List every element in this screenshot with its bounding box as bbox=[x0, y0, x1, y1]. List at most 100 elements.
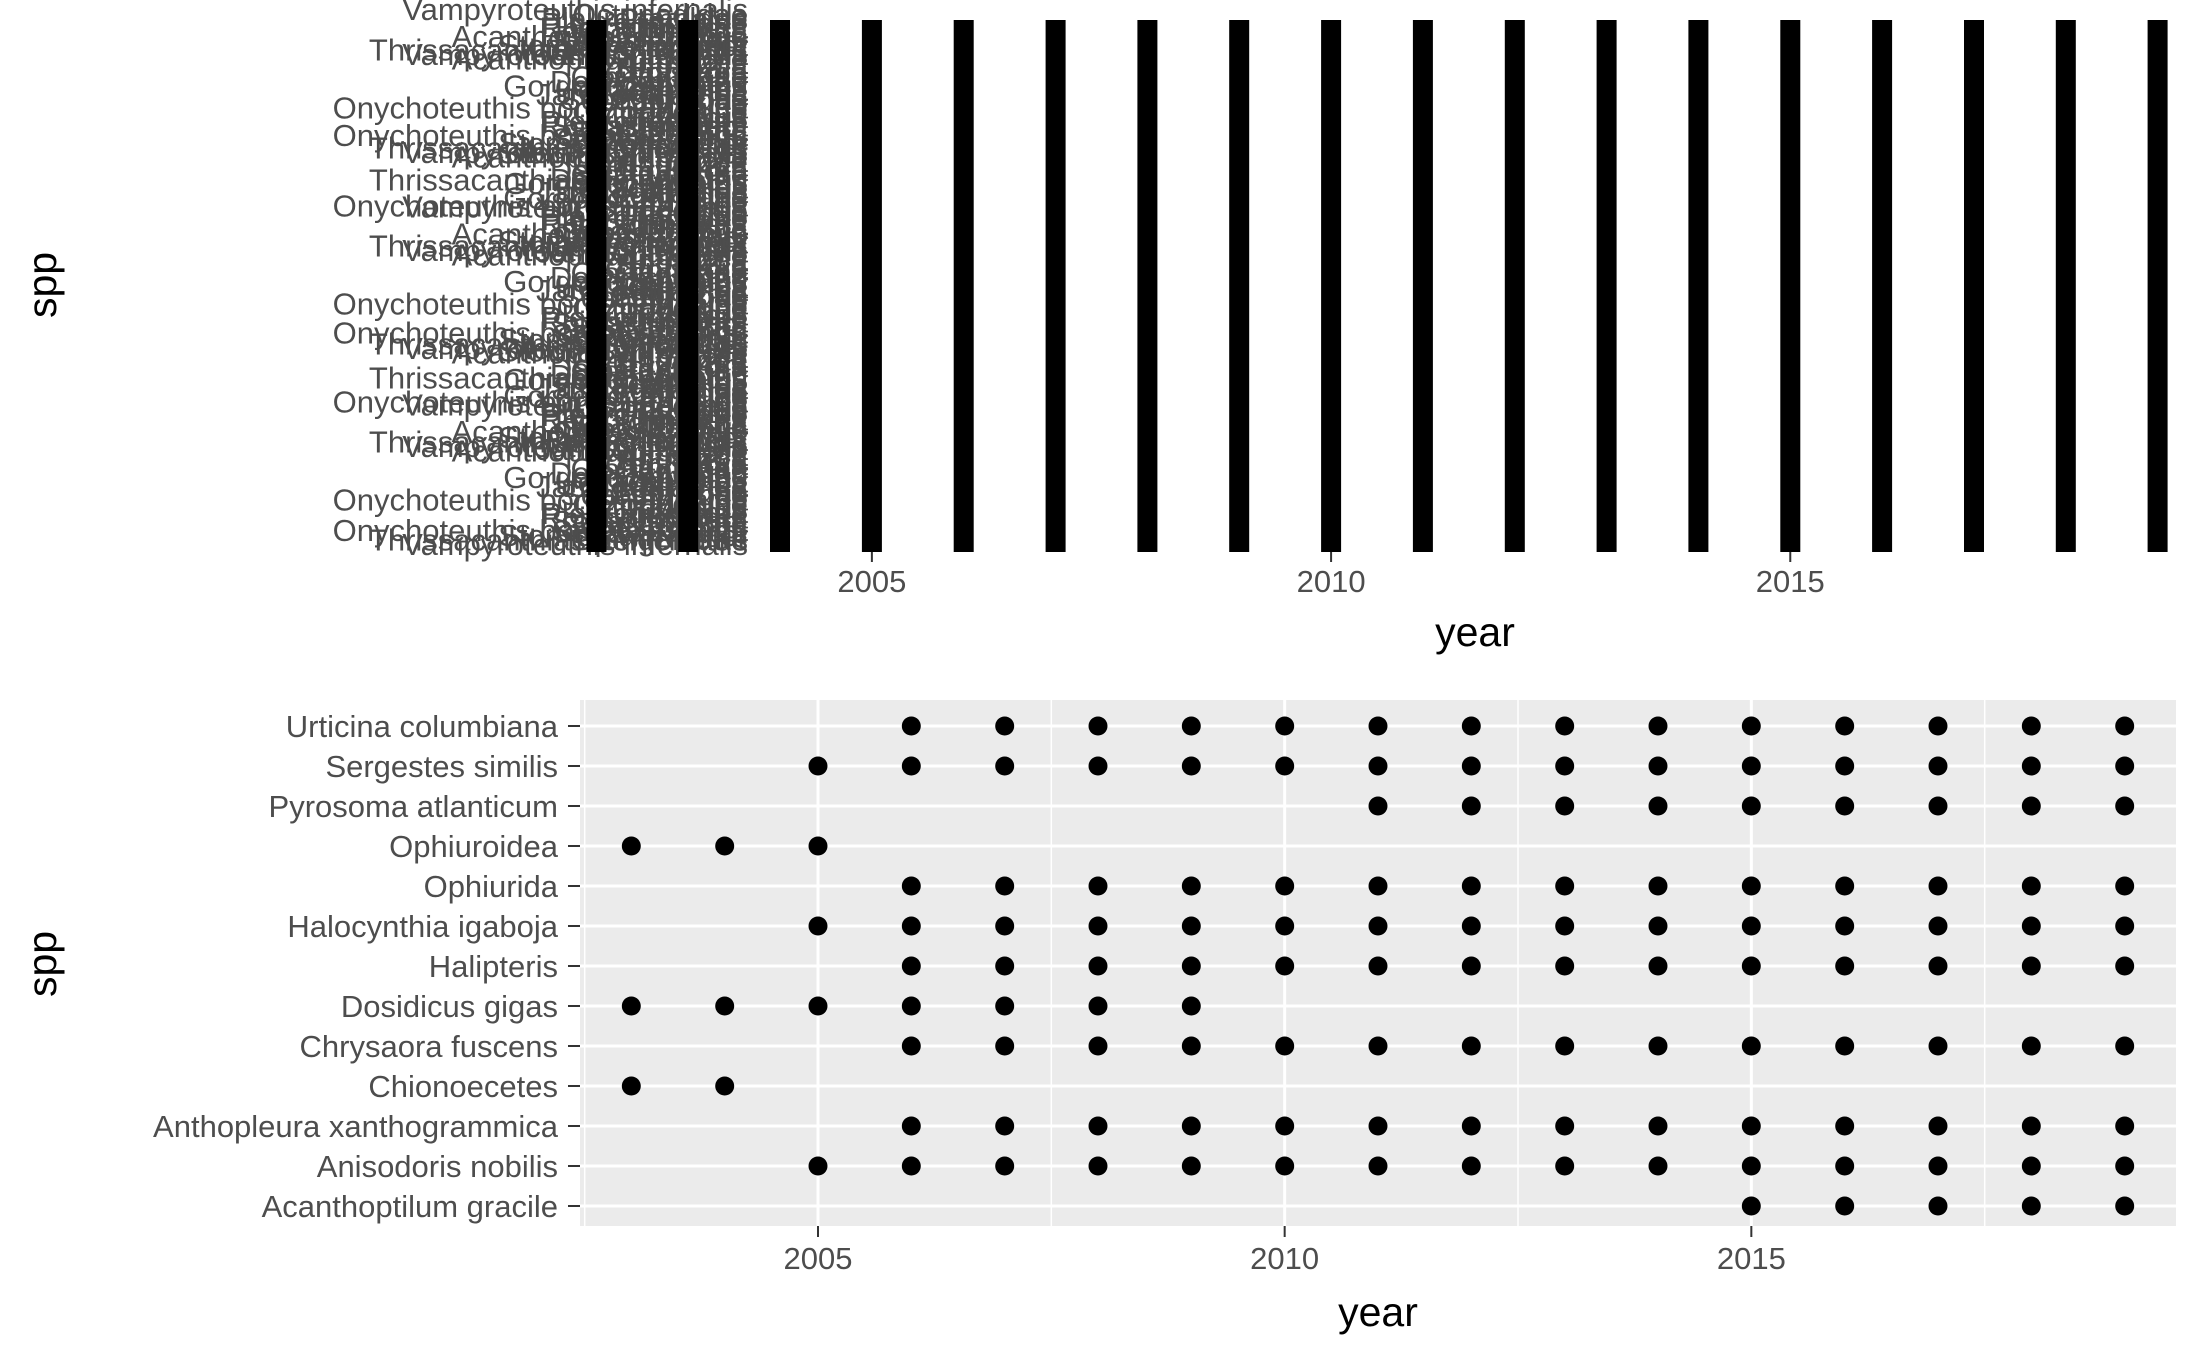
bottom-data-point bbox=[901, 1116, 921, 1136]
top-spp-label: Rhinochimaera bbox=[540, 402, 749, 437]
top-spp-label: Pleuronectidae bbox=[541, 202, 748, 237]
bottom-data-point bbox=[1275, 956, 1295, 976]
top-spp-label: Gorgonocephalus bbox=[503, 68, 748, 103]
bottom-data-point bbox=[1461, 796, 1481, 816]
top-spp-label: Pleuronectidae bbox=[541, 300, 748, 335]
bottom-data-point bbox=[1368, 1036, 1388, 1056]
bottom-data-point bbox=[1928, 1156, 1948, 1176]
bottom-data-point bbox=[1461, 1036, 1481, 1056]
bottom-data-point bbox=[1275, 756, 1295, 776]
bottom-data-point bbox=[1461, 956, 1481, 976]
bottom-data-point bbox=[1368, 876, 1388, 896]
bottom-data-point bbox=[1835, 1196, 1855, 1216]
top-spp-label: Janetogalathea bbox=[536, 37, 749, 72]
bottom-y-tick-label: Urticina columbiana bbox=[286, 709, 559, 744]
bottom-data-point bbox=[1555, 876, 1575, 896]
bottom-data-point bbox=[1835, 796, 1855, 816]
top-spp-label: Janetogalathea bbox=[536, 371, 749, 406]
top-year-column-2005 bbox=[861, 20, 882, 552]
bottom-data-point bbox=[1648, 876, 1668, 896]
bottom-x-axis-title: year bbox=[1338, 1289, 1418, 1335]
bottom-data-point bbox=[901, 716, 921, 736]
top-spp-label: Sebastes spp. bbox=[552, 416, 748, 451]
top-spp-label: Stomias atriventer bbox=[498, 518, 748, 553]
top-spp-label: Stomias atriventer bbox=[498, 224, 748, 259]
top-year-column-2011 bbox=[1412, 20, 1433, 552]
bottom-data-point bbox=[1181, 996, 1201, 1016]
top-spp-label: Stomias atriventer bbox=[498, 333, 748, 368]
top-spp-label: Stomias atriventer bbox=[498, 28, 748, 63]
top-year-column-2007 bbox=[1045, 20, 1066, 552]
bottom-data-point bbox=[1368, 916, 1388, 936]
bottom-data-point bbox=[1928, 796, 1948, 816]
top-spp-label: Scyphozoa bbox=[595, 253, 749, 288]
bottom-data-point bbox=[1368, 716, 1388, 736]
bottom-data-point bbox=[1275, 876, 1295, 896]
bottom-y-tick-label: Sergestes similis bbox=[325, 749, 558, 784]
top-x-tick-label: 2015 bbox=[1756, 564, 1825, 599]
top-spp-label: Delectopecten bbox=[550, 456, 748, 491]
top-spp-label: Delectopecten bbox=[550, 154, 748, 189]
top-spp-label: Chrysaora bbox=[605, 251, 749, 286]
bottom-data-point bbox=[1648, 756, 1668, 776]
top-spp-label: Pleuronectidae bbox=[541, 496, 748, 531]
bottom-y-tick-label: Ophiuroidea bbox=[389, 829, 559, 864]
bottom-data-point bbox=[1275, 1156, 1295, 1176]
top-chart-panel: Vampyroteuthis infernalisThrissacanthias… bbox=[19, 0, 2168, 655]
bottom-data-point bbox=[1461, 1116, 1481, 1136]
bottom-y-tick-label: Chrysaora fuscens bbox=[300, 1029, 558, 1064]
top-spp-label: Myxine bbox=[650, 380, 748, 415]
bottom-data-point bbox=[995, 1156, 1015, 1176]
bottom-data-point bbox=[1368, 796, 1388, 816]
bottom-data-point bbox=[1741, 876, 1761, 896]
bottom-y-tick-label: Ophiurida bbox=[424, 869, 559, 904]
bottom-y-tick-label: Dosidicus gigas bbox=[341, 989, 558, 1024]
top-spp-label: Pleuronectidae bbox=[541, 199, 748, 234]
bottom-data-point bbox=[1181, 1036, 1201, 1056]
top-spp-label: Myxine bbox=[650, 184, 748, 219]
bottom-data-point bbox=[1835, 1156, 1855, 1176]
top-spp-label: Sebastes spp. bbox=[552, 24, 748, 59]
top-spp-label: Sebastes spp. bbox=[552, 306, 748, 341]
bottom-data-point bbox=[1275, 916, 1295, 936]
top-spp-label: Rhinochimaera bbox=[540, 500, 749, 535]
top-x-axis-ticks: 2005 2010 2015 bbox=[837, 552, 1825, 599]
bottom-data-point bbox=[1741, 796, 1761, 816]
top-spp-label: Myxine bbox=[650, 282, 748, 317]
top-spp-label: Gorgonocephalus bbox=[503, 378, 748, 413]
bottom-data-point bbox=[808, 916, 828, 936]
top-spp-label: Chrysaora bbox=[605, 297, 749, 332]
bottom-data-point bbox=[2115, 1196, 2135, 1216]
top-spp-label: Gorgonocephalus bbox=[503, 460, 748, 495]
bottom-x-tick-label: 2005 bbox=[784, 1241, 853, 1276]
bottom-data-point bbox=[2021, 876, 2041, 896]
top-spp-label: Stomias atriventer bbox=[498, 322, 748, 357]
top-spp-label: Sebastes spp. bbox=[552, 220, 748, 255]
top-spp-label: Scyphozoa bbox=[595, 450, 749, 485]
top-spp-label: Chrysaora bbox=[605, 55, 749, 90]
top-spp-label: Janetogalathea bbox=[536, 469, 749, 504]
bottom-data-point bbox=[1555, 1036, 1575, 1056]
bottom-data-point bbox=[2021, 1036, 2041, 1056]
bottom-data-point bbox=[808, 836, 828, 856]
top-spp-label: Scyphozoa bbox=[595, 309, 749, 344]
top-x-axis-title: year bbox=[1435, 609, 1515, 655]
bottom-data-point bbox=[1741, 1116, 1761, 1136]
top-spp-label: Rhinochimaera bbox=[540, 28, 749, 63]
top-spp-label: Myxine bbox=[650, 486, 748, 521]
bottom-data-point bbox=[1461, 716, 1481, 736]
bottom-data-point bbox=[2115, 716, 2135, 736]
bottom-data-point bbox=[2021, 1156, 2041, 1176]
bottom-data-point bbox=[2021, 1116, 2041, 1136]
bottom-data-point bbox=[1088, 756, 1108, 776]
bottom-data-point bbox=[1181, 756, 1201, 776]
bottom-chart-panel: Urticina columbiana Sergestes similis Pyro… bbox=[19, 700, 2176, 1335]
top-spp-label: Scyphozoa bbox=[595, 505, 749, 540]
bottom-data-point bbox=[2115, 956, 2135, 976]
top-spp-label: Scyphozoa bbox=[595, 15, 749, 50]
bottom-data-point bbox=[1461, 1156, 1481, 1176]
bottom-data-point bbox=[1928, 1036, 1948, 1056]
bottom-x-tick-label: 2015 bbox=[1717, 1241, 1786, 1276]
bottom-data-point bbox=[1181, 1116, 1201, 1136]
bottom-data-point bbox=[1555, 1156, 1575, 1176]
